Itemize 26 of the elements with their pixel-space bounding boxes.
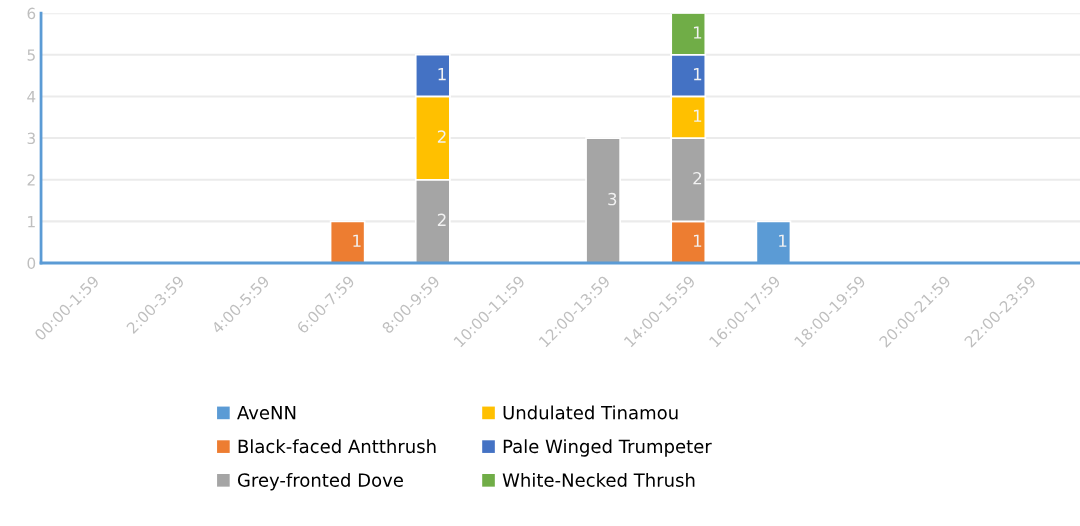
data-label: 1	[693, 26, 702, 39]
y-tick-label: 2	[27, 174, 35, 186]
y-tick-label: 4	[27, 91, 36, 103]
bar	[329, 220, 366, 263]
data-label: 2	[437, 213, 446, 226]
legend-label: AveNN	[237, 406, 296, 420]
legend-label: Grey-fronted Dove	[237, 472, 403, 491]
data-label: 1	[693, 234, 702, 247]
legend-label: Black-faced Antthrush	[238, 439, 436, 454]
y-tick-label: 3	[27, 132, 35, 145]
bar	[585, 137, 621, 263]
data-label: 1	[353, 234, 361, 247]
legend-label: Pale Winged Trumpeter	[503, 439, 712, 457]
legend-label: Undulated Tinamou	[503, 405, 678, 420]
data-label: 1	[693, 109, 702, 122]
data-label: 2	[693, 171, 702, 185]
data-label: 3	[608, 192, 617, 206]
data-label: 1	[693, 68, 702, 81]
data-label: 1	[779, 234, 787, 247]
data-label: 1	[438, 68, 446, 81]
data-label: 2	[437, 130, 446, 143]
y-tick-label: 1	[28, 216, 35, 228]
y-tick-label: 6	[27, 7, 36, 20]
y-tick-label: 5	[27, 49, 35, 61]
y-tick-label: 0	[27, 257, 36, 270]
legend-label: White-Necked Thrush	[502, 472, 695, 487]
